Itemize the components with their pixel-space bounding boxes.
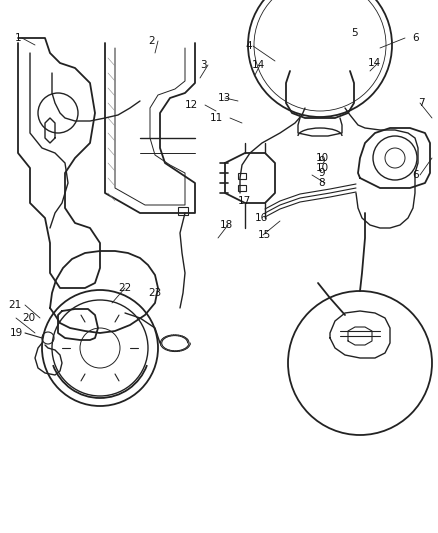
Bar: [178, 207, 188, 215]
Text: 10: 10: [316, 163, 329, 173]
Text: 23: 23: [148, 288, 161, 298]
Text: 11: 11: [210, 113, 223, 123]
Text: 3: 3: [200, 60, 207, 70]
Text: 9: 9: [318, 156, 325, 166]
Text: 2: 2: [148, 36, 155, 46]
Text: 14: 14: [368, 58, 381, 68]
Bar: [238, 173, 246, 179]
Text: 19: 19: [10, 328, 23, 338]
Circle shape: [288, 291, 432, 435]
Text: 10: 10: [316, 153, 329, 163]
Text: 6: 6: [412, 170, 419, 180]
Text: 4: 4: [245, 41, 251, 51]
Text: 9: 9: [318, 168, 325, 178]
Text: 21: 21: [8, 300, 21, 310]
Text: 1: 1: [15, 33, 21, 43]
Text: 13: 13: [218, 93, 231, 103]
Text: 17: 17: [238, 196, 251, 206]
Text: 20: 20: [22, 313, 35, 323]
Text: 7: 7: [418, 98, 424, 108]
Text: 18: 18: [220, 220, 233, 230]
Text: 16: 16: [255, 213, 268, 223]
Bar: [238, 185, 246, 191]
Text: 12: 12: [185, 100, 198, 110]
Text: 15: 15: [258, 230, 271, 240]
Text: 6: 6: [412, 33, 419, 43]
Text: 8: 8: [318, 178, 325, 188]
Text: 14: 14: [252, 60, 265, 70]
Text: 5: 5: [351, 28, 358, 38]
Text: 22: 22: [118, 283, 131, 293]
